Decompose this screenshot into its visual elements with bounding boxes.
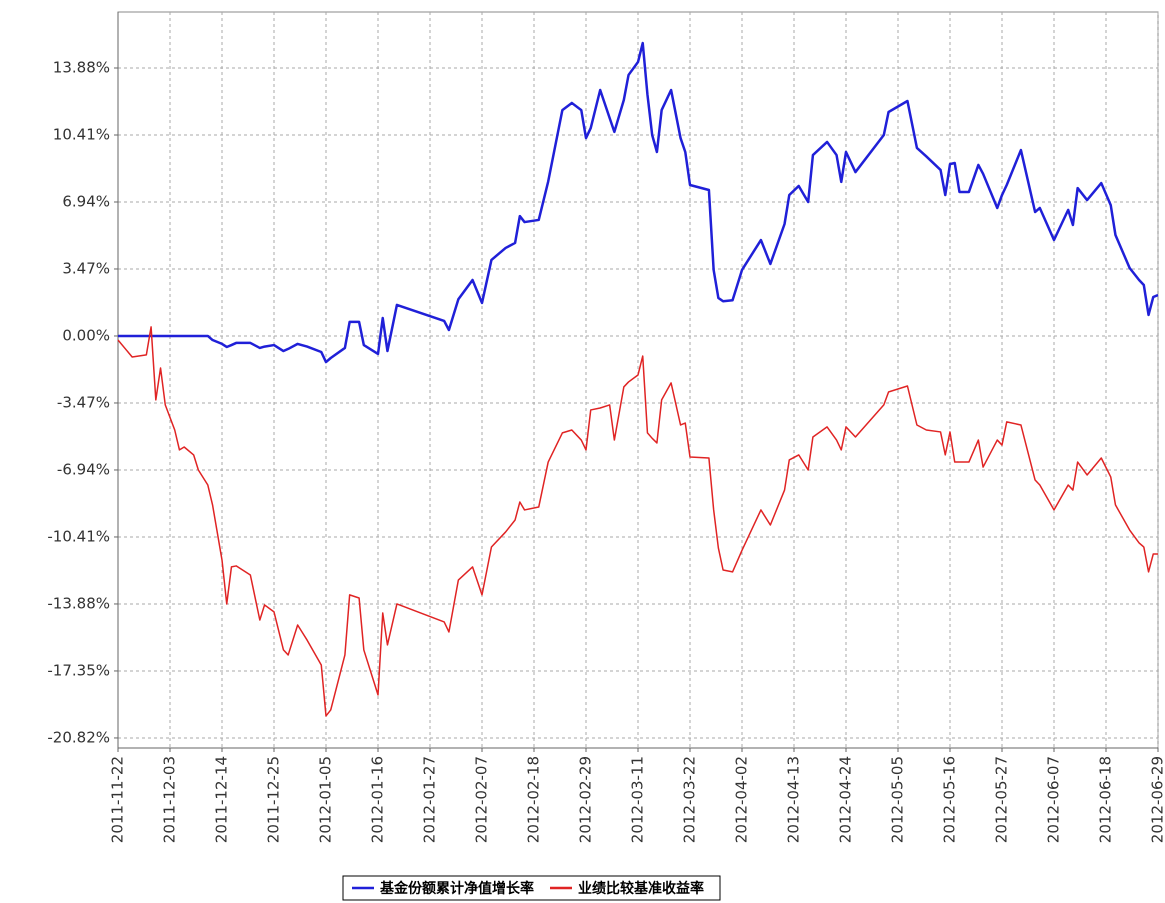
y-tick-label: -20.82% [47,728,110,746]
x-tick-label: 2012-01-05 [317,756,335,843]
legend-label: 业绩比较基准收益率 [578,880,704,897]
y-tick-label: -13.88% [47,594,110,612]
x-tick-label: 2012-04-24 [837,756,855,843]
series-line [117,326,1158,717]
legend-box [342,875,721,901]
y-tick-label: 0.00% [62,326,110,344]
legend-label: 基金份额累计净值增长率 [380,880,534,897]
x-tick-label: 2012-04-02 [733,756,751,843]
y-tick-label: -10.41% [47,527,110,545]
x-tick-label: 2011-12-14 [213,756,231,843]
x-tick-label: 2012-02-18 [525,756,543,843]
x-tick-label: 2012-06-18 [1097,756,1115,843]
x-tick-label: 2012-04-13 [785,756,803,843]
x-tick-label: 2012-05-27 [993,756,1011,843]
x-tick-label: 2012-03-22 [681,756,699,843]
y-tick-label: -3.47% [57,393,110,411]
x-tick-label: 2011-12-25 [265,756,283,843]
y-tick-label: 3.47% [62,259,110,277]
x-tick-label: 2012-01-16 [369,756,387,843]
series-line [118,41,1159,364]
x-tick-label: 2012-05-05 [889,756,907,843]
x-tick-label: 2012-02-07 [473,756,491,843]
x-tick-label: 2012-03-11 [629,756,647,843]
x-tick-label: 2011-11-22 [109,756,127,843]
x-tick-label: 2011-12-03 [161,756,179,843]
x-tick-label: 2012-05-16 [941,756,959,843]
y-tick-label: 10.41% [53,125,110,143]
x-tick-label: 2012-02-29 [577,756,595,843]
x-tick-label: 2012-06-07 [1045,756,1063,843]
y-tick-label: 13.88% [53,58,110,76]
x-tick-label: 2012-01-27 [421,756,439,843]
legend: 基金份额累计净值增长率 业绩比较基准收益率 [342,875,721,901]
x-tick-label: 2012-06-29 [1149,756,1165,843]
y-tick-label: -6.94% [57,460,110,478]
y-tick-label: -17.35% [47,661,110,679]
y-tick-label: 6.94% [62,192,110,210]
